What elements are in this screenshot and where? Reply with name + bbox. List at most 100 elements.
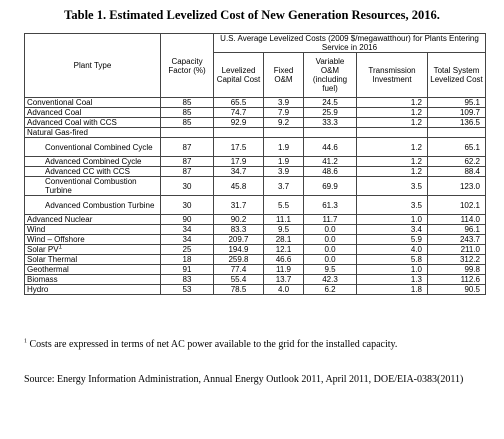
value-cell-fom: 4.0 — [263, 284, 304, 295]
plant-type-label: Advanced Combustion Turbine — [45, 200, 155, 210]
plant-type-cell: Conventional Combustion Turbine — [24, 176, 161, 196]
value-cell-fom: 3.9 — [263, 166, 304, 177]
plant-type-label: Geothermal — [27, 265, 69, 274]
header-variable-om: Variable O&M (including fuel) — [303, 52, 357, 98]
value-cell-total: 211.0 — [426, 244, 487, 255]
value-cell-vom: 44.6 — [303, 137, 357, 157]
value-cell-cap: 209.7 — [213, 234, 264, 245]
plant-type-label: Solar Thermal — [27, 255, 78, 264]
plant-type-cell: Hydro — [24, 284, 161, 295]
value-cell-fom: 28.1 — [263, 234, 304, 245]
header-levelized-capital: Levelized Capital Cost — [213, 52, 264, 98]
value-cell-trans: 1.0 — [356, 264, 428, 275]
table-body: Conventional Coal 85 65.5 3.9 24.5 1.2 95.1 Adv… — [24, 97, 487, 295]
value-cell-cap: 17.5 — [213, 137, 264, 157]
header-capacity-factor: Capacity Factor (%) — [160, 33, 214, 98]
footnote: 1 Costs are expressed in terms of net AC… — [24, 339, 484, 351]
value-cell-total: 88.4 — [426, 166, 487, 177]
value-cell-vom: 61.3 — [303, 195, 357, 215]
value-cell-cap: 65.5 — [213, 97, 264, 108]
plant-type-cell: Wind — [24, 224, 161, 235]
value-cell-vom: 33.3 — [303, 117, 357, 128]
value-cell-trans: 4.0 — [356, 244, 428, 255]
value-cell-vom: 48.6 — [303, 166, 357, 177]
value-cell-total — [426, 127, 487, 138]
table-title: Table 1. Estimated Levelized Cost of New… — [64, 8, 440, 22]
plant-type-cell: Wind – Offshore — [24, 234, 161, 245]
value-cell-fom: 3.9 — [263, 97, 304, 108]
table-row: Wind – Offshore 34 209.7 28.1 0.0 5.9 243.7 — [24, 234, 487, 245]
plant-type-label: Solar PV — [27, 245, 59, 254]
value-cell-vom: 9.5 — [303, 264, 357, 275]
header-transmission: Transmission Investment — [356, 52, 428, 98]
header-total: Total System Levelized Cost — [426, 52, 487, 98]
value-cell-trans: 1.2 — [356, 166, 428, 177]
plant-type-cell: Advanced Coal with CCS — [24, 117, 161, 128]
table-row: Solar Thermal 18 259.8 46.6 0.0 5.8 312.2 — [24, 254, 487, 265]
value-cell-cf: 85 — [160, 97, 214, 108]
value-cell-total: 112.6 — [426, 274, 487, 285]
header-fixed-om: Fixed O&M — [263, 52, 304, 98]
value-cell-total: 109.7 — [426, 107, 487, 118]
table-row: Advanced Nuclear 90 90.2 11.1 11.7 1.0 114.0 — [24, 214, 487, 225]
table-row: Conventional Coal 85 65.5 3.9 24.5 1.2 95.1 — [24, 97, 487, 108]
value-cell-cap: 55.4 — [213, 274, 264, 285]
plant-type-cell: Advanced Nuclear — [24, 214, 161, 225]
value-cell-fom: 12.1 — [263, 244, 304, 255]
value-cell-total: 114.0 — [426, 214, 487, 225]
plant-type-label: Advanced CC with CCS — [45, 167, 130, 176]
footnote-text: Costs are expressed in terms of net AC p… — [29, 339, 398, 350]
table-row: Advanced Coal 85 74.7 7.9 25.9 1.2 109.7 — [24, 107, 487, 118]
value-cell-fom: 7.9 — [263, 107, 304, 118]
value-cell-vom — [303, 127, 357, 138]
value-cell-cap: 78.5 — [213, 284, 264, 295]
value-cell-trans: 1.0 — [356, 214, 428, 225]
value-cell-trans — [356, 127, 428, 138]
plant-type-label: Advanced Combined Cycle — [45, 157, 142, 166]
plant-type-cell: Advanced Combustion Turbine — [24, 195, 161, 215]
value-cell-vom: 6.2 — [303, 284, 357, 295]
value-cell-trans: 1.2 — [356, 117, 428, 128]
table-row: Advanced CC with CCS 87 34.7 3.9 48.6 1.2 88.4 — [24, 166, 487, 177]
value-cell-cap: 92.9 — [213, 117, 264, 128]
value-cell-cf: 18 — [160, 254, 214, 265]
value-cell-total: 95.1 — [426, 97, 487, 108]
value-cell-fom: 1.9 — [263, 156, 304, 167]
levelized-cost-table: Plant Type Capacity Factor (%) U.S. Aver… — [24, 33, 487, 295]
value-cell-vom: 69.9 — [303, 176, 357, 196]
value-cell-cf — [160, 127, 214, 138]
value-cell-trans: 5.9 — [356, 234, 428, 245]
value-cell-total: 136.5 — [426, 117, 487, 128]
plant-type-cell: Solar Thermal — [24, 254, 161, 265]
plant-type-label: Hydro — [27, 285, 49, 294]
plant-type-label: Conventional Combined Cycle — [45, 142, 153, 152]
value-cell-total: 123.0 — [426, 176, 487, 196]
value-cell-fom: 9.2 — [263, 117, 304, 128]
plant-type-label: Conventional Coal — [27, 98, 93, 107]
table-row: Advanced Combined Cycle 87 17.9 1.9 41.2 1.2 6… — [24, 156, 487, 167]
value-cell-trans: 1.3 — [356, 274, 428, 285]
value-cell-cap: 45.8 — [213, 176, 264, 196]
value-cell-vom: 0.0 — [303, 224, 357, 235]
header-cost-group: U.S. Average Levelized Costs (2009 $/meg… — [212, 33, 487, 53]
plant-type-cell: Geothermal — [24, 264, 161, 275]
value-cell-cf: 30 — [160, 176, 214, 196]
value-cell-trans: 3.5 — [356, 176, 428, 196]
footnote-reference: 1 — [58, 244, 62, 251]
plant-type-cell: Advanced Combined Cycle — [24, 156, 161, 167]
value-cell-cap: 259.8 — [213, 254, 264, 265]
value-cell-trans: 3.5 — [356, 195, 428, 215]
value-cell-trans: 1.2 — [356, 97, 428, 108]
value-cell-cf: 85 — [160, 117, 214, 128]
value-cell-trans: 1.2 — [356, 107, 428, 118]
table-row: Geothermal 91 77.4 11.9 9.5 1.0 99.8 — [24, 264, 487, 275]
value-cell-total: 102.1 — [426, 195, 487, 215]
plant-type-label: Natural Gas-fired — [27, 128, 88, 137]
value-cell-cf: 87 — [160, 137, 214, 157]
plant-type-label: Wind – Offshore — [27, 235, 85, 244]
table-row: Conventional Combined Cycle 87 17.5 1.9 44.6… — [24, 137, 487, 157]
plant-type-cell: Biomass — [24, 274, 161, 285]
value-cell-cf: 90 — [160, 214, 214, 225]
value-cell-trans: 1.8 — [356, 284, 428, 295]
value-cell-cap: 34.7 — [213, 166, 264, 177]
